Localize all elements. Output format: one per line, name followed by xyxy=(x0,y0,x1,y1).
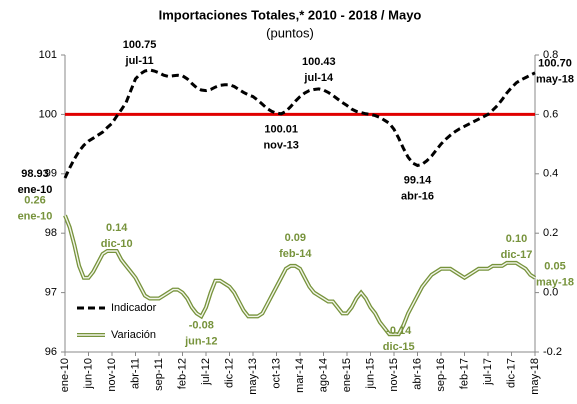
data-label-date: nov-13 xyxy=(263,140,298,152)
x-tick-label: ene-15 xyxy=(341,358,353,392)
x-tick-label: feb-12 xyxy=(176,358,188,389)
y-tick-label: 97 xyxy=(45,287,57,299)
data-label-date: ene-10 xyxy=(18,210,53,222)
x-tick-label: jun-15 xyxy=(364,358,376,390)
data-label-date: jun-12 xyxy=(184,335,217,347)
data-label-date: may-18 xyxy=(536,277,574,289)
data-label: -0.08 xyxy=(189,319,214,331)
legend-label: Indicador xyxy=(111,302,157,314)
data-label: 99.14 xyxy=(404,174,432,186)
x-tick-label: sep-16 xyxy=(435,358,447,392)
x-tick-label: mar-14 xyxy=(294,358,306,393)
data-label: 100.43 xyxy=(302,56,336,68)
data-label: 100.70 xyxy=(538,58,572,70)
y2-tick-label: 0.6 xyxy=(543,108,558,120)
data-label-date: ene-10 xyxy=(18,184,53,196)
y-tick-label: 101 xyxy=(39,49,57,61)
y-tick-label: 100 xyxy=(39,108,57,120)
data-label: 100.01 xyxy=(264,124,298,136)
data-label: 0.05 xyxy=(544,261,565,273)
y2-tick-label: 0.2 xyxy=(543,227,558,239)
x-tick-label: nov-10 xyxy=(106,358,118,392)
y2-tick-label: 0.8 xyxy=(543,49,558,61)
data-label: 0.14 xyxy=(106,222,128,234)
variation-line-core xyxy=(64,215,536,335)
indicator-line xyxy=(63,68,536,179)
y-tick-label: 99 xyxy=(45,168,57,180)
y2-tick-label: 0.0 xyxy=(543,287,558,299)
x-tick-label: jul-12 xyxy=(200,358,212,386)
x-tick-label: dic-17 xyxy=(505,358,517,388)
x-tick-label: may-18 xyxy=(529,358,541,395)
x-tick-label: nov-15 xyxy=(388,358,400,392)
x-tick-label: may-13 xyxy=(247,358,259,395)
y-tick-label: 96 xyxy=(45,346,57,358)
data-label: 0.09 xyxy=(285,232,306,244)
data-label: -0.14 xyxy=(386,325,412,337)
data-label-date: dic-10 xyxy=(101,238,133,250)
data-label-date: jul-14 xyxy=(303,72,334,84)
data-label-date: jul-11 xyxy=(125,55,154,67)
chart-title: Importaciones Totales,* 2010 - 2018 / Ma… xyxy=(159,7,422,22)
x-tick-label: feb-17 xyxy=(458,358,470,389)
x-tick-label: sep-11 xyxy=(153,358,165,391)
x-tick-label: abr-11 xyxy=(129,358,141,389)
x-tick-label: jun-10 xyxy=(82,358,94,390)
x-tick-label: jul-17 xyxy=(482,358,494,386)
x-tick-label: dic-12 xyxy=(223,358,235,388)
x-tick-label: ene-10 xyxy=(59,358,71,392)
data-label: 98.93 xyxy=(21,168,49,180)
data-label: 100.75 xyxy=(123,39,157,51)
data-label: 0.26 xyxy=(24,194,45,206)
data-label-date: may-18 xyxy=(536,74,574,86)
y2-tick-label: 0.4 xyxy=(543,168,558,180)
y2-tick-label: -0.2 xyxy=(543,346,562,358)
data-label-date: dic-17 xyxy=(501,249,533,261)
data-label: 0.10 xyxy=(506,233,527,245)
x-tick-label: ago-14 xyxy=(317,358,329,392)
x-tick-label: abr-16 xyxy=(411,358,423,390)
legend-label: Variación xyxy=(111,329,156,341)
data-label-date: abr-16 xyxy=(401,190,434,202)
data-label-date: dic-15 xyxy=(383,341,415,353)
data-label-date: feb-14 xyxy=(279,248,312,260)
y-tick-label: 98 xyxy=(45,227,57,239)
chart-subtitle: (puntos) xyxy=(266,25,314,40)
x-tick-label: oct-13 xyxy=(270,358,282,389)
